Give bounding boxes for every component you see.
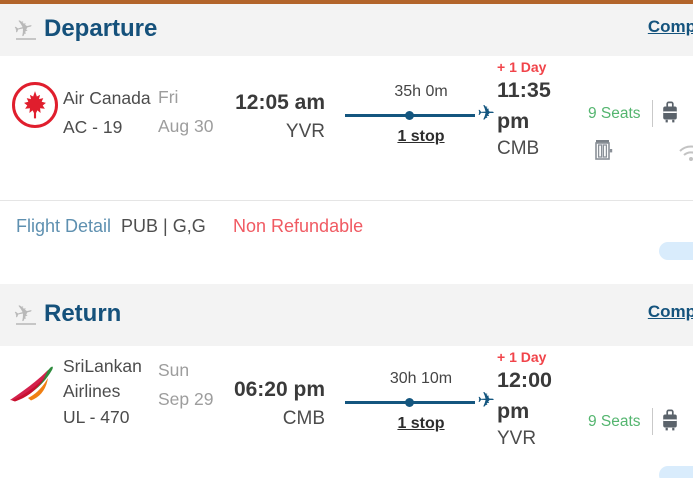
flight-number: UL - 470 — [63, 407, 130, 427]
luggage-icon — [661, 100, 679, 129]
stops-link[interactable]: 1 stop — [397, 415, 445, 432]
flight-number: AC - 19 — [63, 117, 123, 137]
depart-time: 06:20 pm — [233, 378, 325, 401]
plus-one-day-badge: + 1 Day — [497, 59, 547, 75]
flight-path-plane-icon: ✈ — [477, 102, 495, 125]
luggage-icon — [661, 408, 679, 437]
flight-duration: 35h 0m — [394, 83, 448, 100]
flight-path-block: 35h 0m ✈ 1 stop — [345, 83, 497, 146]
airline-info: Air Canada AC - 19 — [63, 84, 158, 141]
refund-status: Non Refundable — [233, 216, 364, 236]
return-header: ✈ Return Comp — [0, 284, 693, 346]
return-title: Return — [44, 300, 122, 327]
clipped-edge-button[interactable] — [659, 466, 693, 478]
departure-time-block: 12:05 am YVR — [205, 91, 325, 143]
depart-date: Fri Aug 30 — [158, 83, 213, 141]
depart-day: Fri — [158, 87, 179, 107]
departure-title: Departure — [44, 15, 158, 42]
compare-link-departure[interactable]: Comp — [647, 17, 693, 36]
fare-basis: PUB | G,G — [121, 216, 206, 236]
depart-airport-code: YVR — [285, 121, 325, 142]
compare-link-return[interactable]: Comp — [647, 302, 693, 321]
departure-time-block: 06:20 pm CMB — [205, 378, 325, 430]
departure-card: ✈ Departure Comp Air Canada AC - 19 Fri … — [0, 4, 693, 260]
depart-airport-code: CMB — [282, 408, 325, 429]
arrival-time-block: + 1 Day 11:35 pm CMB — [497, 59, 565, 160]
top-accent-bar — [0, 0, 693, 4]
flight-path-graphic: ✈ — [345, 102, 497, 126]
flight-path-plane-icon: ✈ — [477, 389, 495, 412]
clipped-edge-button[interactable] — [659, 242, 693, 260]
flight-duration: 30h 10m — [389, 370, 453, 387]
wifi-icon — [678, 142, 693, 169]
depart-date-value: Aug 30 — [158, 116, 214, 136]
airline-name: Air Canada — [63, 88, 151, 108]
depart-date: Sun Sep 29 — [158, 356, 213, 414]
seats-available: 9 Seats — [588, 105, 641, 122]
divider — [652, 408, 653, 435]
arrive-time: 11:35 pm — [497, 78, 551, 133]
arrive-airport-code: CMB — [497, 138, 540, 159]
plus-one-day-badge: + 1 Day — [497, 349, 547, 365]
airline-name: SriLankan Airlines — [63, 356, 142, 401]
flight-detail-row: Flight Detail PUB | G,G Non Refundable — [0, 200, 693, 252]
arrival-time-block: + 1 Day 12:00 pm YVR — [497, 349, 565, 450]
depart-time: 12:05 am — [235, 91, 325, 114]
divider — [652, 100, 653, 127]
seats-available: 9 Seats — [588, 413, 641, 430]
srilankan-airlines-logo — [6, 362, 58, 413]
stopover-dot — [405, 398, 414, 407]
plane-takeoff-icon: ✈ — [11, 298, 37, 328]
carry-on-baggage-icon — [593, 137, 615, 168]
flight-path-block: 30h 10m ✈ 1 stop — [345, 370, 497, 433]
flight-detail-link[interactable]: Flight Detail — [16, 216, 112, 236]
maple-leaf-icon — [24, 91, 46, 119]
air-canada-logo — [12, 82, 58, 128]
departure-header: ✈ Departure Comp — [0, 4, 693, 56]
depart-day: Sun — [158, 360, 190, 380]
arrive-airport-code: YVR — [497, 428, 537, 449]
stopover-dot — [405, 111, 414, 120]
return-card: ✈ Return Comp SriLankan Airlines UL - 47… — [0, 284, 693, 478]
plane-takeoff-icon: ✈ — [11, 13, 37, 43]
depart-date-value: Sep 29 — [158, 389, 214, 409]
arrive-time: 12:00 pm — [497, 368, 552, 423]
stops-link[interactable]: 1 stop — [397, 128, 445, 145]
airline-info: SriLankan Airlines UL - 470 — [63, 354, 158, 430]
flight-path-graphic: ✈ — [345, 389, 497, 413]
